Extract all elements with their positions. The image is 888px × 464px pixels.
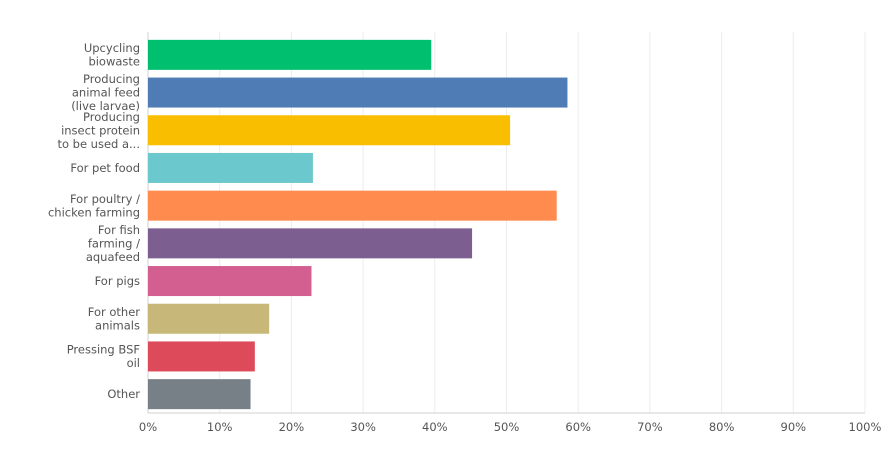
category-label-line: (live larvae) — [71, 99, 140, 113]
bars — [148, 39, 568, 410]
category-label: Producing insect protein to be used a... — [57, 110, 140, 151]
x-tick-label: 80% — [709, 420, 735, 434]
x-tick-label: 30% — [350, 420, 376, 434]
bar — [148, 228, 473, 259]
category-label-line: For poultry / — [70, 192, 140, 206]
category-label-line: Upcycling — [84, 41, 140, 55]
category-label-line: oil — [127, 356, 140, 370]
category-label: Upcycling biowaste — [84, 41, 140, 69]
category-label-line: For pigs — [95, 274, 140, 288]
category-label: For fish farming / aquafeed — [86, 223, 140, 264]
category-label: For pigs — [95, 274, 140, 288]
category-label: For poultry / chicken farming — [48, 192, 140, 220]
x-tick-label: 60% — [565, 420, 591, 434]
category-label-line: Producing — [83, 72, 140, 86]
category-label: Producing animal feed (live larvae) — [71, 72, 140, 113]
category-label-line: For other — [88, 305, 141, 319]
x-tick-label: 40% — [422, 420, 448, 434]
category-label-line: aquafeed — [86, 250, 140, 264]
bar — [148, 303, 270, 334]
x-tick-label: 70% — [637, 420, 663, 434]
category-label-line: insect protein — [61, 123, 140, 137]
bar — [148, 39, 432, 70]
category-label-line: Pressing BSF — [67, 343, 140, 357]
category-label-line: For pet food — [70, 161, 140, 175]
bar — [148, 379, 251, 410]
category-label-line: to be used a... — [57, 137, 140, 151]
category-label-line: chicken farming — [48, 205, 140, 219]
category-label: Other — [107, 387, 140, 401]
category-label-line: animals — [95, 319, 140, 333]
bar — [148, 190, 557, 221]
bar — [148, 152, 313, 183]
category-label: For pet food — [70, 161, 140, 175]
bar — [148, 115, 511, 146]
category-label: Pressing BSF oil — [67, 343, 140, 371]
category-label: For other animals — [88, 305, 141, 333]
x-tick-labels: 0% 10% 20% 30% 40% 50% 60% 70% 80% 90% 100% — [139, 420, 882, 434]
x-tick-label: 90% — [781, 420, 807, 434]
category-label-line: Other — [107, 387, 140, 401]
bar — [148, 341, 255, 372]
category-label-line: Producing — [83, 110, 140, 124]
x-tick-label: 50% — [494, 420, 520, 434]
category-label-line: biowaste — [88, 55, 140, 69]
category-label-line: farming / — [88, 236, 140, 250]
bar — [148, 77, 568, 108]
bar — [148, 266, 312, 297]
x-tick-label: 20% — [279, 420, 305, 434]
x-tick-label: 100% — [849, 420, 882, 434]
x-tick-label: 10% — [207, 420, 233, 434]
category-label-line: animal feed — [72, 86, 140, 100]
x-tick-label: 0% — [139, 420, 157, 434]
category-label-line: For fish — [98, 223, 140, 237]
